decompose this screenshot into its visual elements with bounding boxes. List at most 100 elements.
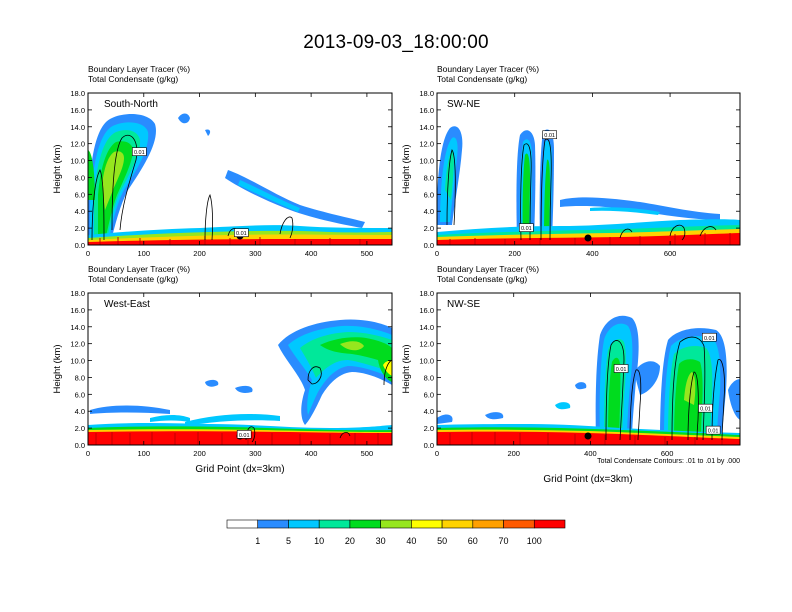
plot-frame (87, 92, 393, 246)
x-tick-label: 200 (193, 249, 206, 258)
contour-labels: 0.01 0.01 (132, 147, 249, 237)
y-tick-label: 14.0 (419, 323, 434, 332)
y-axis-label: Height (km) (52, 344, 63, 393)
colorbar-swatch (411, 519, 443, 529)
x-tick-label: 0 (86, 249, 90, 258)
x-tick-label: 300 (249, 249, 262, 258)
panel-nw-se: Boundary Layer Tracer (%) Total Condensa… (401, 264, 741, 485)
contour-labels: 0.01 0.01 (519, 130, 557, 232)
y-tick-label: 18.0 (419, 89, 434, 98)
heatmap-field (437, 315, 740, 445)
y-tick-label: 8.0 (424, 373, 434, 382)
y-tick-label: 0.0 (75, 441, 85, 450)
contour-label: 0.01 (700, 407, 711, 413)
y-tick-label: 18.0 (419, 289, 434, 298)
contour-label-box (519, 223, 534, 232)
y-tick-label: 14.0 (70, 323, 85, 332)
colorbar-swatch (472, 519, 504, 529)
contour-labels: 0.01 0.01 0.01 0.01 (613, 332, 721, 435)
y-tick-label: 12.0 (419, 340, 434, 349)
y-axis: 0.0 2.0 4.0 6.0 8.0 10.0 12.0 14.0 16.0 18.0 (419, 289, 740, 450)
heatmap-field (88, 319, 392, 445)
colorbar-label: 5 (286, 536, 291, 546)
x-tick-label: 400 (586, 249, 599, 258)
y-tick-label: 6.0 (75, 390, 85, 399)
panel-subtitle-line2: Total Condensate (g/kg) (437, 274, 527, 284)
colorbar-label: 60 (468, 536, 478, 546)
y-tick-label: 0.0 (424, 241, 434, 250)
y-tick-label: 2.0 (424, 424, 434, 433)
x-axis-label: Grid Point (dx=3km) (195, 464, 284, 475)
panel-subtitle-line2: Total Condensate (g/kg) (88, 74, 178, 84)
terrain-marker (584, 234, 592, 242)
colorbar-swatch (380, 519, 412, 529)
x-tick-label: 100 (138, 249, 151, 258)
x-tick-label: 200 (508, 249, 521, 258)
panel-subtitle-line2: Total Condensate (g/kg) (88, 274, 178, 284)
panel-label: West-East (104, 299, 150, 310)
y-tick-label: 16.0 (70, 306, 85, 315)
colorbar-label: 10 (314, 536, 324, 546)
striations (95, 432, 379, 445)
heatmap-field (88, 113, 392, 245)
panel-sw-ne: Boundary Layer Tracer (%) Total Condensa… (401, 64, 741, 258)
terrain-marker (584, 432, 592, 440)
colorbar-swatch (226, 519, 259, 529)
colorbar-swatch (288, 519, 320, 529)
contour-label-box (234, 228, 249, 237)
y-tick-label: 4.0 (424, 407, 434, 416)
colorbar-swatch (349, 519, 381, 529)
colorbar-label: 1 (255, 536, 260, 546)
condensate-contours (446, 138, 717, 241)
y-tick-label: 0.0 (75, 241, 85, 250)
contour-label-box (236, 430, 252, 439)
x-axis: 0 100 200 300 400 500 (86, 293, 373, 458)
contour-note: Total Condensate Contours: .01 to .01 by… (597, 458, 740, 465)
y-tick-label: 16.0 (70, 106, 85, 115)
y-tick-label: 8.0 (75, 373, 85, 382)
x-axis: 0 200 400 600 (435, 293, 673, 458)
contour-labels: 0.01 (236, 430, 252, 439)
y-tick-label: 12.0 (70, 340, 85, 349)
striations (99, 236, 361, 245)
contour-label: 0.01 (544, 133, 555, 139)
y-axis: 0.0 2.0 4.0 6.0 8.0 10.0 12.0 14.0 16.0 18.0 (419, 89, 740, 250)
y-tick-label: 18.0 (70, 289, 85, 298)
contour-label: 0.01 (704, 336, 715, 342)
y-tick-label: 12.0 (70, 140, 85, 149)
page-title: 2013-09-03_18:00:00 (303, 32, 489, 53)
y-tick-label: 18.0 (70, 89, 85, 98)
x-tick-label: 400 (305, 449, 318, 458)
panel-west-east: Boundary Layer Tracer (%) Total Condensa… (52, 264, 393, 475)
x-tick-label: 600 (661, 449, 674, 458)
y-tick-label: 0.0 (424, 441, 434, 450)
y-tick-label: 14.0 (70, 123, 85, 132)
x-axis-label: Grid Point (dx=3km) (543, 474, 632, 485)
y-tick-label: 16.0 (419, 106, 434, 115)
panel-subtitle-line2: Total Condensate (g/kg) (437, 74, 527, 84)
colorbar-swatch (503, 519, 535, 529)
plot-frame (436, 92, 741, 246)
colorbar: 1 5 10 20 30 40 50 60 70 100 (226, 519, 566, 546)
contour-label-box (702, 332, 717, 342)
plot-frame (87, 292, 393, 446)
x-tick-label: 0 (435, 449, 439, 458)
x-axis: 0 100 200 300 400 500 (86, 93, 373, 258)
plot-frame (436, 292, 741, 446)
y-tick-label: 16.0 (419, 306, 434, 315)
heatmap-field (437, 126, 740, 245)
x-tick-label: 200 (507, 449, 520, 458)
contour-label-box (542, 130, 557, 140)
striations (449, 233, 731, 245)
colorbar-swatch (533, 519, 566, 529)
y-axis-label: Height (km) (52, 144, 63, 193)
colorbar-label: 30 (376, 536, 386, 546)
colorbar-label: 70 (499, 536, 509, 546)
panel-subtitle-line1: Boundary Layer Tracer (%) (88, 264, 190, 274)
contour-label: 0.01 (616, 367, 627, 373)
colorbar-label: 100 (527, 536, 542, 546)
x-tick-label: 400 (305, 249, 318, 258)
contour-label: 0.01 (134, 150, 145, 156)
y-tick-label: 10.0 (70, 357, 85, 366)
y-tick-label: 6.0 (424, 190, 434, 199)
